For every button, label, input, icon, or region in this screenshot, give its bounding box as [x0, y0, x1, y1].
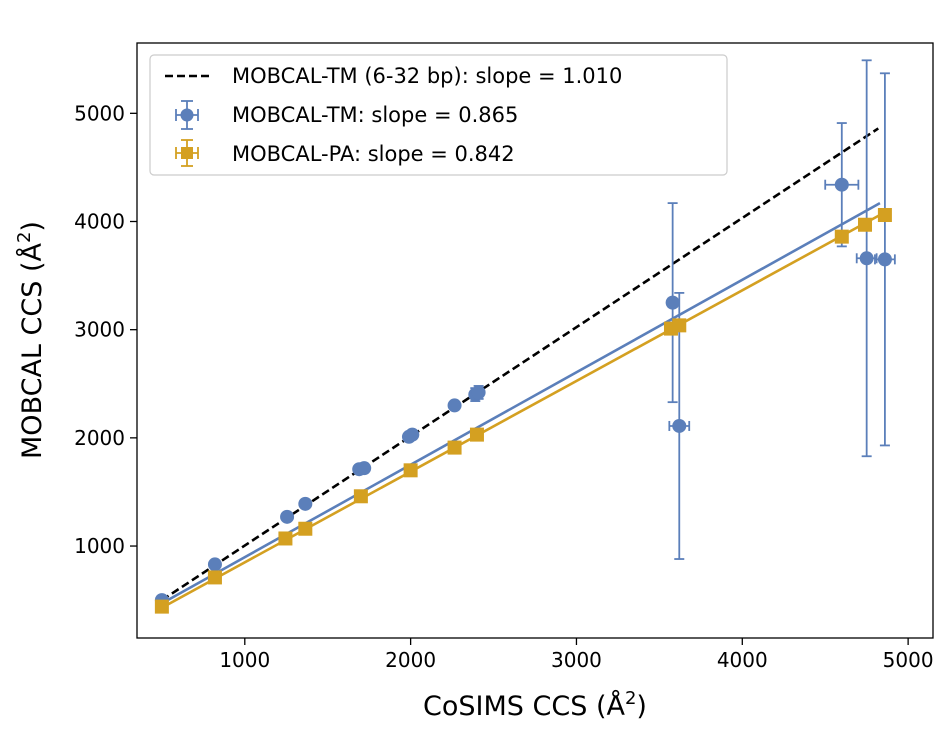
data-point-square: [447, 440, 462, 455]
x-tick-label: 1000: [219, 648, 270, 672]
x-tick-label: 4000: [717, 648, 768, 672]
data-point-circle: [834, 177, 849, 192]
y-tick-label: 5000: [74, 101, 125, 125]
x-tick-label: 3000: [551, 648, 602, 672]
data-point-circle: [447, 398, 462, 413]
data-point-circle: [471, 385, 486, 400]
data-point-circle: [672, 418, 687, 433]
data-point-circle: [877, 252, 892, 267]
data-point-square: [353, 489, 368, 504]
data-point-circle: [207, 557, 222, 572]
data-point-square: [298, 521, 313, 536]
y-tick-label: 3000: [74, 318, 125, 342]
data-point-square: [672, 318, 687, 333]
plot-frame: [136, 42, 934, 639]
data-point-square: [469, 427, 484, 442]
data-layer: [154, 59, 896, 614]
data-point-circle: [298, 496, 313, 511]
legend-label-reference: MOBCAL-TM (6-32 bp): slope = 1.010: [232, 64, 622, 88]
data-point-square: [858, 217, 873, 232]
legend-box: [149, 54, 728, 176]
data-point-square: [403, 463, 418, 478]
data-point-circle: [665, 295, 680, 310]
legend-label-tm: MOBCAL-TM: slope = 0.865: [232, 103, 518, 127]
y-tick-label: 2000: [74, 426, 125, 450]
data-point-square: [278, 531, 293, 546]
legend-marker-square: [175, 139, 199, 167]
y-tick-label: 4000: [74, 210, 125, 234]
data-point-circle: [859, 251, 874, 266]
data-point-circle: [357, 461, 372, 476]
x-tick-label: 5000: [883, 648, 934, 672]
legend: MOBCAL-TM (6-32 bp): slope = 1.010 MOBCA…: [149, 54, 728, 176]
x-axis-title: CoSIMS CCS (Å2): [423, 688, 647, 722]
legend-marker-circle: [175, 100, 199, 130]
data-point-circle: [280, 509, 295, 524]
legend-label-pa: MOBCAL-PA: slope = 0.842: [232, 142, 515, 166]
data-point-square: [154, 599, 169, 614]
y-tick-label: 1000: [74, 534, 125, 558]
y-axis-unit-superscript: 2: [14, 232, 35, 243]
reference-dashed-line: [161, 127, 879, 602]
x-tick-label: 2000: [385, 648, 436, 672]
x-axis-unit-superscript: 2: [625, 688, 636, 709]
y-axis-title: MOBCAL CCS (Å2): [14, 221, 48, 459]
data-point-circle: [405, 427, 420, 442]
data-point-square: [207, 570, 222, 585]
axes-layer: 1000 2000 3000 4000 5000 1000 2000 3000 4000 5000: [74, 101, 933, 672]
data-point-square: [834, 229, 849, 244]
data-point-square: [877, 208, 892, 223]
